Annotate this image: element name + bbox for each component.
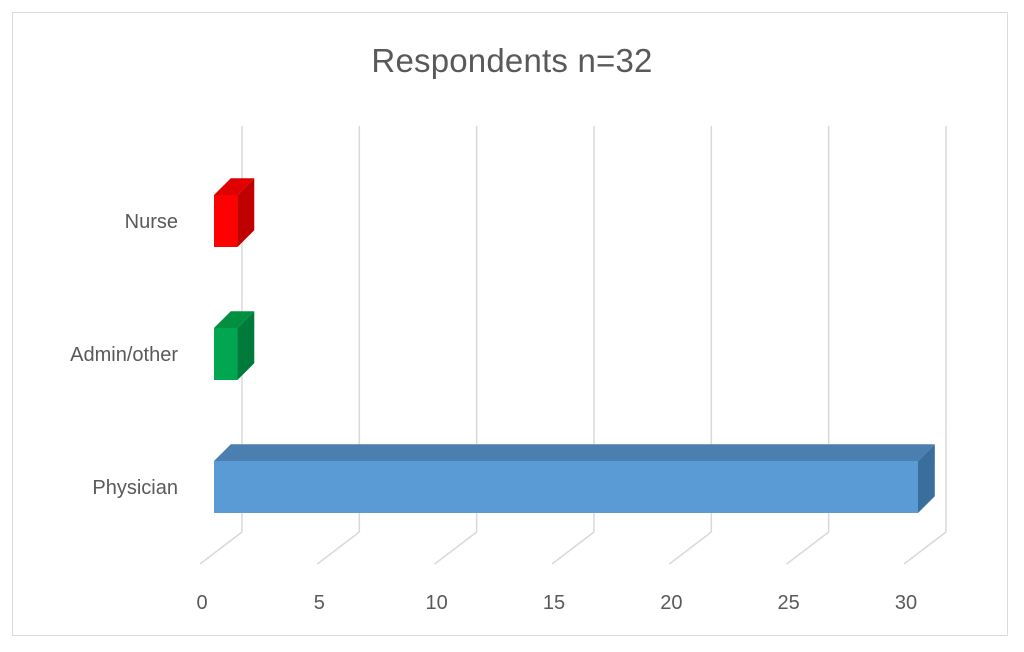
floor-line-30 xyxy=(903,531,947,565)
x-tick-label-10: 10 xyxy=(426,592,448,614)
category-label-nurse: Nurse xyxy=(125,211,178,233)
chart-title: Respondents n=32 xyxy=(371,42,653,79)
bar-top-admin-other xyxy=(214,311,255,328)
category-labels: Nurse Admin/other Physician xyxy=(70,211,178,499)
x-tick-label-20: 20 xyxy=(660,592,682,614)
floor-line-5 xyxy=(316,531,360,565)
bar-side-admin-other xyxy=(237,311,255,380)
floor-line-10 xyxy=(434,531,478,565)
floor-line-0 xyxy=(199,531,243,565)
x-tick-label-30: 30 xyxy=(895,592,917,614)
bar-physician xyxy=(214,461,918,513)
x-tick-label-15: 15 xyxy=(543,592,565,614)
category-label-admin-other: Admin/other xyxy=(70,344,178,366)
x-tick-labels: 0 5 10 15 20 25 30 xyxy=(196,592,917,614)
floor-line-20 xyxy=(668,531,712,565)
x-tick-label-25: 25 xyxy=(778,592,800,614)
x-tick-label-5: 5 xyxy=(314,592,325,614)
bar-nurse xyxy=(214,195,238,247)
bar-side-physician xyxy=(918,444,935,513)
bar-side-nurse xyxy=(237,178,255,247)
chart-frame xyxy=(12,12,1008,636)
bar-admin-other xyxy=(214,328,238,380)
bar-top-nurse xyxy=(214,178,255,195)
floor-line-15 xyxy=(551,531,595,565)
category-label-physician: Physician xyxy=(92,477,178,499)
floor-line-25 xyxy=(786,531,830,565)
bar-top-physician xyxy=(214,444,935,461)
bars xyxy=(214,178,935,513)
x-tick-label-0: 0 xyxy=(196,592,207,614)
